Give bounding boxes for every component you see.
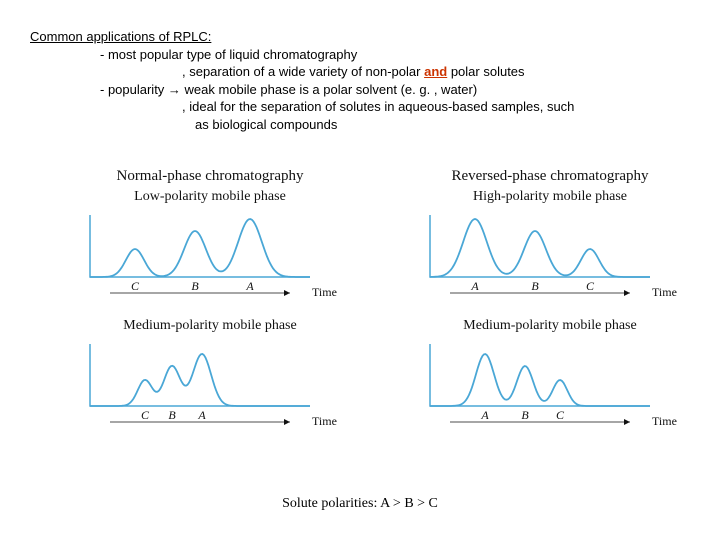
svg-text:C: C [141,408,150,422]
left-r2-sub: Medium-polarity mobile phase [60,318,360,334]
line-2b: polar solutes [447,64,524,79]
line-4: , ideal for the separation of solutes in… [30,98,574,116]
svg-text:A: A [480,408,489,422]
line-3: - popularity → weak mobile phase is a po… [30,81,574,99]
right-row1: Reversed-phase chromatography High-polar… [400,168,700,297]
chart-bot-left: C B A Time [60,336,360,426]
and-word: and [424,64,447,79]
svg-text:C: C [586,279,595,293]
line-3b: weak mobile phase is a polar solvent (e.… [181,82,477,97]
line-3a: - popularity [100,82,168,97]
svg-text:B: B [531,279,539,293]
arrow-icon: → [168,82,181,97]
line-2: , separation of a wide variety of non-po… [30,63,574,81]
svg-text:A: A [470,279,479,293]
left-r1-sub: Low-polarity mobile phase [60,189,360,205]
right-row2: Medium-polarity mobile phase A B C Time [400,318,700,426]
chart-top-left: C B A Time [60,207,360,297]
svg-text:A: A [197,408,206,422]
chart-top-right: A B C Time [400,207,700,297]
svg-text:B: B [521,408,529,422]
line-5: as biological compounds [30,116,574,134]
svg-text:Time: Time [312,285,337,297]
line-2a: , separation of a wide variety of non-po… [182,64,424,79]
line-1: - most popular type of liquid chromatogr… [30,46,574,64]
svg-text:C: C [556,408,565,422]
svg-text:Time: Time [652,414,677,426]
footer-text: Solute polarities: A > B > C [0,496,720,512]
left-title: Normal-phase chromatography [60,168,360,185]
svg-text:B: B [191,279,199,293]
left-row2: Medium-polarity mobile phase C B A Time [60,318,360,426]
svg-text:Time: Time [312,414,337,426]
svg-text:C: C [131,279,140,293]
left-row1: Normal-phase chromatography Low-polarity… [60,168,360,297]
right-title: Reversed-phase chromatography [400,168,700,185]
heading: Common applications of RPLC: [30,28,574,46]
svg-text:B: B [168,408,176,422]
chart-bot-right: A B C Time [400,336,700,426]
right-r1-sub: High-polarity mobile phase [400,189,700,205]
right-r2-sub: Medium-polarity mobile phase [400,318,700,334]
svg-text:A: A [245,279,254,293]
text-block: Common applications of RPLC: - most popu… [30,28,574,133]
svg-text:Time: Time [652,285,677,297]
